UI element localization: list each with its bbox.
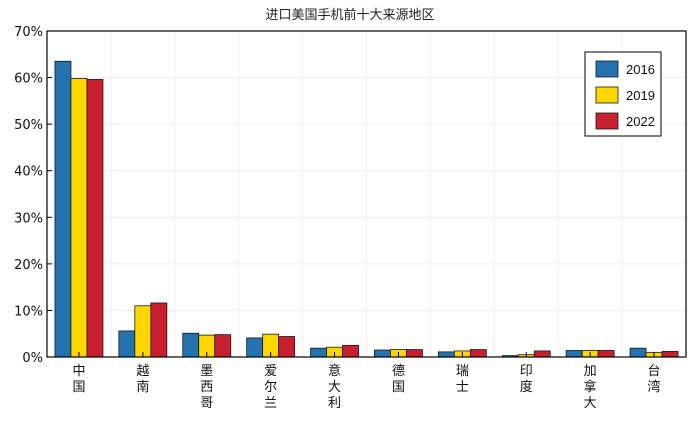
y-tick-label: 60% xyxy=(14,72,43,87)
bar-2016-5 xyxy=(374,349,391,358)
plot-frame xyxy=(46,30,687,358)
legend-label-2016: 2016 xyxy=(626,62,655,77)
y-tick-label: 0% xyxy=(22,351,43,366)
y-tick-label: 50% xyxy=(14,118,43,133)
bar-2016-2 xyxy=(182,332,200,358)
bar-2022-2 xyxy=(214,334,232,358)
bar-2016-6 xyxy=(437,351,455,358)
chart-title: 进口美国手机前十大来源地区 xyxy=(265,8,435,23)
bar-2022-1 xyxy=(150,302,168,358)
x-tick-label: 瑞士 xyxy=(456,364,469,395)
legend-swatch-2019 xyxy=(595,86,619,104)
bar-2022-6 xyxy=(469,349,487,358)
bar-2019-1 xyxy=(134,305,152,358)
legend-swatch-2022 xyxy=(595,112,619,130)
y-tick-label: 20% xyxy=(14,258,43,273)
legend-swatch-2016 xyxy=(595,60,619,78)
bar-2022-5 xyxy=(406,349,423,358)
x-tick-label: 印度 xyxy=(520,364,533,395)
bar-2016-8 xyxy=(565,350,583,358)
x-tick-label: 爱尔兰 xyxy=(264,364,277,411)
bar-2022-8 xyxy=(597,350,615,358)
bar-2022-9 xyxy=(661,351,679,358)
x-tick-label: 中国 xyxy=(72,364,85,395)
y-tick-label: 40% xyxy=(14,165,43,180)
bar-2022-0 xyxy=(86,79,104,358)
x-tick-label: 加拿大 xyxy=(584,364,597,411)
bar-2022-4 xyxy=(342,344,359,358)
x-tick-label: 墨西哥 xyxy=(200,364,213,411)
bar-2016-4 xyxy=(310,347,327,358)
x-tick-label: 越南 xyxy=(136,364,149,395)
y-tick-label: 70% xyxy=(14,25,43,40)
x-tick-label: 意大利 xyxy=(328,363,341,411)
x-tick-label: 台湾 xyxy=(648,364,661,395)
bar-2016-1 xyxy=(118,330,136,358)
y-tick-label: 30% xyxy=(14,211,43,226)
x-tick-label: 德国 xyxy=(392,364,405,395)
bar-2019-0 xyxy=(70,78,88,358)
bar-2016-9 xyxy=(629,347,647,358)
legend-label-2022: 2022 xyxy=(626,114,655,129)
legend-label-2019: 2019 xyxy=(626,88,655,103)
y-tick-label: 10% xyxy=(14,304,43,319)
bar-2016-3 xyxy=(246,337,264,358)
bar-2016-0 xyxy=(54,60,72,358)
bar-2022-7 xyxy=(533,350,551,358)
bar-2022-3 xyxy=(278,336,296,358)
